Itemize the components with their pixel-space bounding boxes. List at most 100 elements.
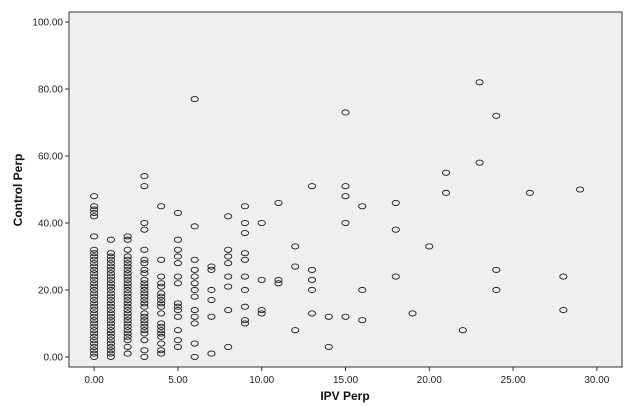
data-point: [90, 276, 99, 283]
data-point: [106, 303, 115, 310]
data-point: [106, 337, 115, 344]
data-point: [140, 183, 149, 190]
data-point: [173, 253, 182, 260]
data-point: [123, 323, 132, 330]
data-point: [106, 353, 115, 361]
data-point: [157, 300, 166, 307]
data-point: [140, 256, 149, 263]
data-point: [90, 323, 99, 330]
data-point: [123, 263, 132, 270]
data-point: [123, 280, 132, 287]
data-point: [90, 253, 99, 260]
data-point: [106, 260, 115, 267]
data-point: [240, 273, 250, 280]
data-point: [240, 203, 250, 210]
data-point: [106, 300, 115, 307]
data-point: [90, 333, 99, 340]
data-point: [207, 313, 216, 320]
data-point: [140, 270, 149, 277]
data-point: [224, 343, 233, 350]
data-point: [140, 293, 149, 300]
data-point: [140, 310, 149, 317]
data-point: [240, 286, 250, 294]
data-point: [90, 213, 99, 220]
x-tick-label: 0.00: [84, 375, 104, 386]
data-point: [173, 236, 182, 243]
data-point: [257, 276, 266, 283]
data-point: [123, 327, 132, 334]
data-point: [90, 280, 99, 287]
y-tick-label: 60.00: [38, 152, 63, 163]
data-point: [190, 353, 199, 361]
data-point: [140, 219, 149, 227]
data-point: [173, 209, 182, 216]
data-point: [157, 310, 166, 317]
data-point: [140, 300, 149, 307]
data-point: [257, 307, 266, 314]
data-point: [123, 283, 132, 290]
data-point: [173, 300, 182, 307]
data-point: [90, 307, 99, 314]
data-point: [90, 250, 99, 257]
data-point: [90, 263, 99, 270]
data-point: [140, 290, 149, 297]
data-point: [475, 79, 484, 86]
data-point: [90, 246, 99, 253]
data-point: [123, 313, 132, 320]
data-point: [90, 290, 99, 297]
data-point: [90, 343, 99, 350]
data-point: [358, 203, 367, 210]
data-point: [425, 243, 434, 250]
data-point: [123, 266, 132, 273]
x-tick-label: 5.00: [168, 375, 188, 386]
data-point: [157, 303, 166, 310]
data-point: [90, 313, 99, 320]
data-point: [291, 263, 300, 270]
data-point: [341, 219, 350, 227]
data-point: [224, 213, 233, 220]
y-tick-label: 100.00: [32, 18, 63, 29]
data-point: [224, 307, 233, 314]
data-point: [173, 343, 182, 350]
data-point: [90, 320, 99, 327]
data-point: [106, 320, 115, 327]
data-point: [240, 219, 250, 227]
data-points: [90, 79, 585, 361]
x-tick-label: 30.00: [584, 375, 609, 386]
data-point: [140, 323, 149, 330]
data-point: [173, 327, 182, 334]
y-axis: 0.00 20.00 40.00 60.00 80.00 100.00: [32, 18, 69, 363]
data-point: [140, 266, 149, 273]
data-point: [140, 296, 149, 304]
data-point: [90, 303, 99, 310]
data-point: [190, 340, 199, 347]
data-point: [157, 330, 166, 337]
data-point: [106, 310, 115, 317]
data-point: [190, 313, 199, 320]
data-point: [90, 256, 99, 263]
data-point: [90, 347, 99, 354]
data-point: [106, 307, 115, 314]
data-point: [307, 286, 317, 294]
data-point: [90, 193, 99, 200]
data-point: [240, 256, 250, 263]
data-point: [106, 236, 115, 243]
data-point: [458, 327, 467, 334]
data-point: [90, 327, 99, 334]
data-point: [240, 250, 250, 257]
data-point: [90, 273, 99, 280]
x-tick-label: 15.00: [333, 375, 358, 386]
x-axis: 0.00 5.00 10.00 15.00 20.00 25.00 30.00: [84, 367, 610, 386]
data-point: [90, 283, 99, 290]
data-point: [106, 283, 115, 290]
data-point: [307, 183, 317, 190]
data-point: [173, 307, 182, 314]
data-point: [190, 266, 199, 273]
x-tick-label: 20.00: [417, 375, 442, 386]
data-point: [90, 260, 99, 267]
y-axis-title: Control Perp: [11, 154, 25, 227]
data-point: [90, 233, 99, 240]
data-point: [173, 280, 182, 287]
data-point: [157, 340, 166, 347]
